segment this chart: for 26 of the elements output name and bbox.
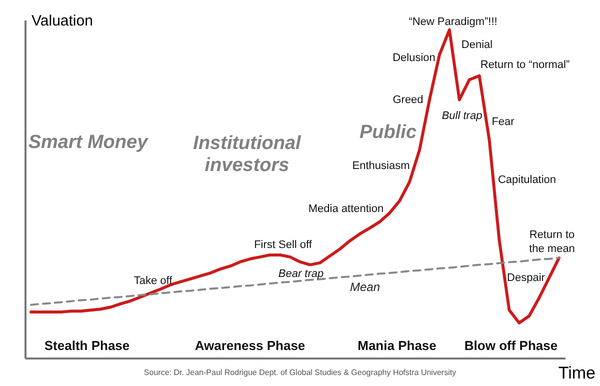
x-axis-title: Time: [558, 364, 596, 382]
annotation: Institutional investors: [193, 133, 302, 176]
annotation: Take off: [134, 275, 174, 287]
series-label: Mean: [350, 280, 380, 294]
annotation: Bear trap: [278, 268, 324, 280]
source-note: Source: Dr. Jean-Paul Rodrigue Dept. of Global Studies & Geography Hofstra University: [144, 368, 456, 377]
annotation: Mania Phase: [358, 338, 436, 353]
annotation: Media attention: [308, 203, 384, 215]
y-axis-title: Valuation: [32, 12, 93, 30]
annotation: Delusion: [392, 52, 436, 64]
annotation: Capitulation: [498, 174, 556, 186]
annotation: Despair: [507, 272, 546, 284]
annotation: Stealth Phase: [44, 338, 130, 353]
annotation: Public: [359, 122, 417, 143]
annotation: Enthusiasm: [352, 160, 410, 172]
annotation: Awareness Phase: [194, 338, 306, 353]
annotation: Return to the mean: [529, 229, 575, 255]
annotation: Return to “normal”: [480, 59, 570, 71]
annotation: Bull trap: [442, 110, 482, 122]
annotation: Denial: [461, 39, 493, 51]
annotation: Fear: [492, 116, 515, 128]
annotation: First Sell off: [254, 239, 313, 251]
annotation: Blow off Phase: [464, 338, 558, 353]
annotation: Greed: [392, 94, 424, 106]
annotation: Smart Money: [28, 132, 150, 153]
text: “New Paradigm”!!!: [408, 16, 498, 28]
